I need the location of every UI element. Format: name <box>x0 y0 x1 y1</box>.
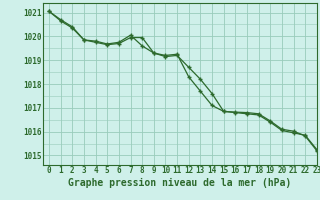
X-axis label: Graphe pression niveau de la mer (hPa): Graphe pression niveau de la mer (hPa) <box>68 178 292 188</box>
